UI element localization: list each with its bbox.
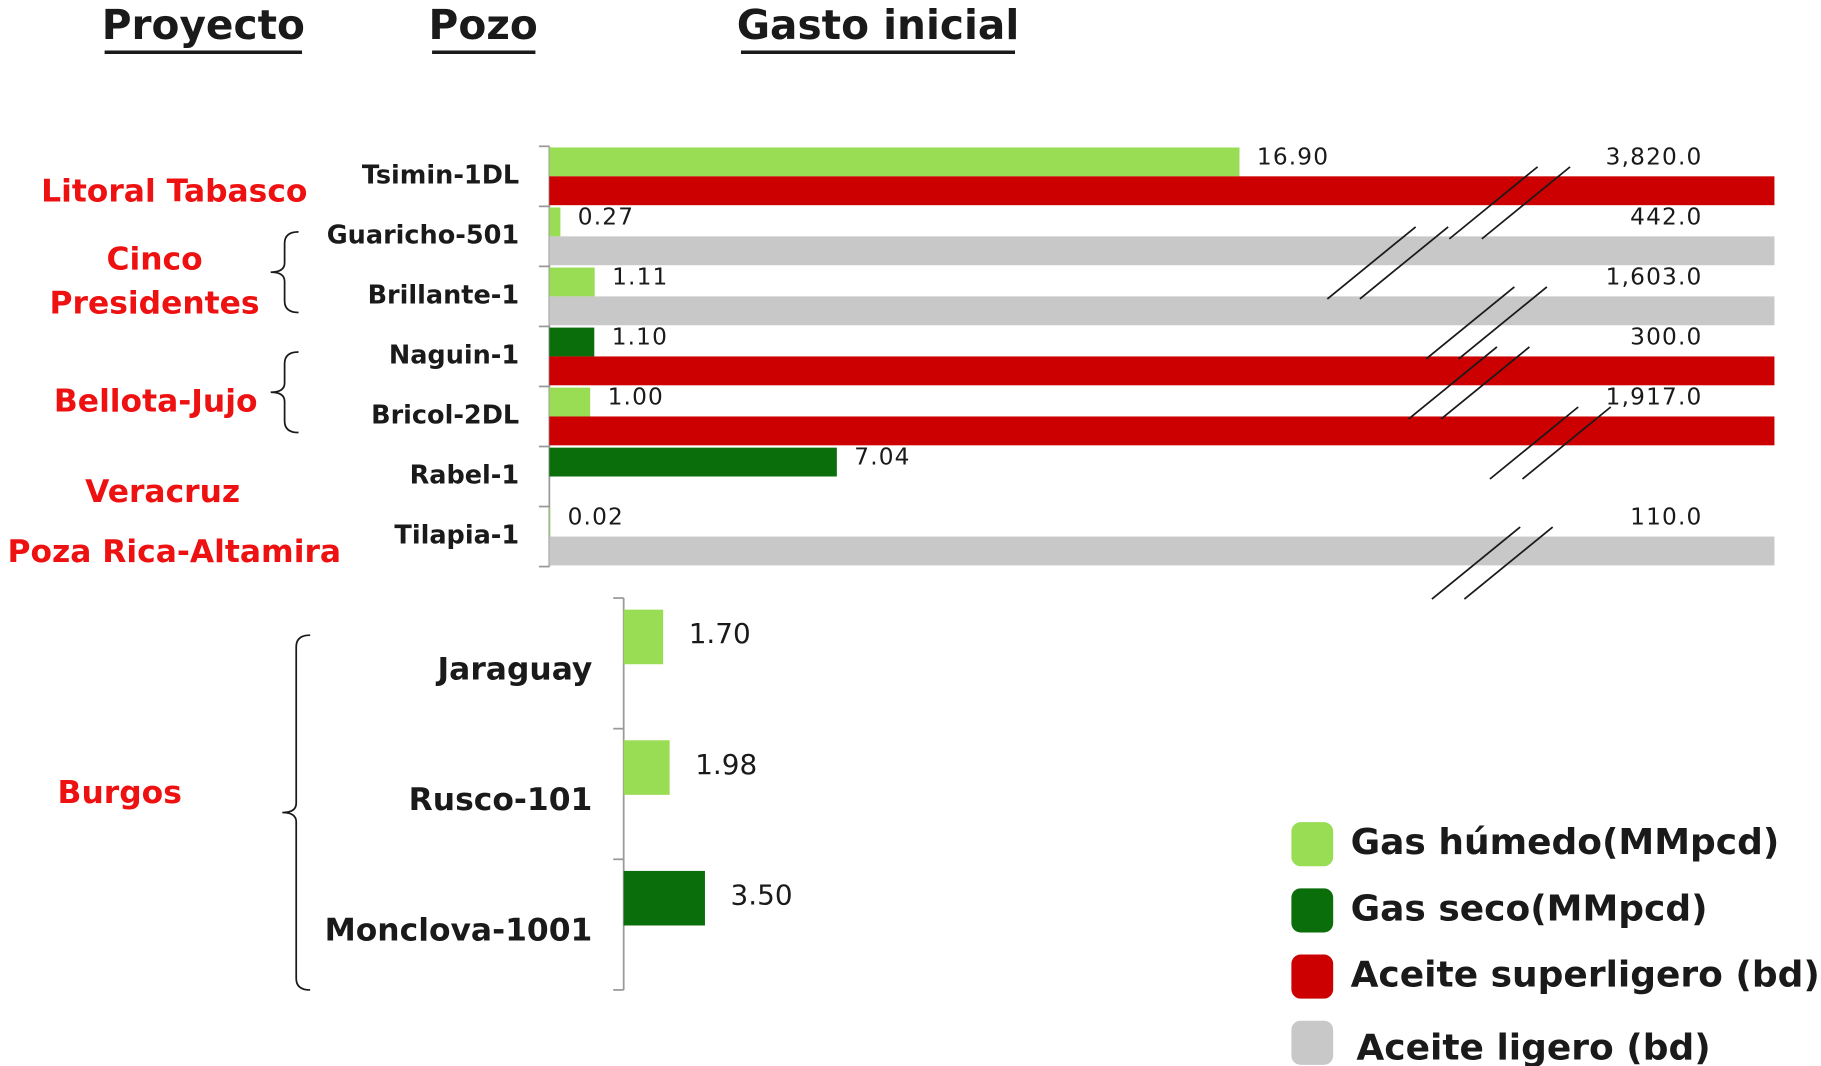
group-label: Burgos <box>58 775 182 811</box>
axis-break <box>1521 406 1612 480</box>
category-label: Monclova-1001 <box>325 913 593 949</box>
category-label: Bricol-2DL <box>371 400 519 430</box>
header: Gasto inicial <box>737 1 1020 49</box>
value-label: 1.98 <box>695 748 757 781</box>
group-label: Presidentes <box>50 286 260 322</box>
value-label: 16.90 <box>1257 143 1329 170</box>
bar <box>623 609 664 665</box>
axis-break <box>1440 346 1530 420</box>
value-label: 300.0 <box>1630 324 1702 351</box>
bar <box>549 176 1775 206</box>
group-label: Poza Rica-Altamira <box>7 534 341 570</box>
axis-break <box>1489 406 1579 480</box>
bar <box>549 507 551 537</box>
header: Proyecto <box>102 1 305 49</box>
axis-break <box>1326 226 1417 300</box>
legend-swatch <box>1291 822 1334 867</box>
bracket <box>270 231 299 314</box>
group-label: Bellota-Jujo <box>54 384 258 420</box>
value-label: 1.10 <box>612 324 668 351</box>
bracket <box>282 634 311 991</box>
bar <box>549 447 837 477</box>
bar <box>549 236 1775 266</box>
bar <box>549 356 1775 386</box>
category-label: Rusco-101 <box>409 782 593 818</box>
value-label: 1,917.0 <box>1606 384 1703 411</box>
bar <box>549 416 1775 446</box>
value-label: 0.27 <box>578 203 634 230</box>
category-label: Jaraguay <box>436 651 593 687</box>
bar <box>549 327 595 357</box>
bar <box>549 267 595 297</box>
axis-break <box>1359 226 1449 300</box>
header: Pozo <box>429 1 538 49</box>
bar <box>549 147 1240 177</box>
legend-swatch <box>1291 888 1334 933</box>
legend-label: Aceite superligero (bd) <box>1351 955 1820 996</box>
value-label: 1.70 <box>689 617 751 650</box>
axis-break <box>1463 526 1554 600</box>
group-label: Veracruz <box>85 474 240 510</box>
group-label: Litoral Tabasco <box>41 174 307 210</box>
axis-break <box>1448 166 1539 240</box>
value-label: 1.11 <box>612 263 668 290</box>
axis-break <box>1481 166 1571 240</box>
bar <box>549 387 591 417</box>
value-label: 1,603.0 <box>1606 263 1703 290</box>
legend-swatch <box>1291 1020 1334 1065</box>
axis-break <box>1458 286 1548 360</box>
value-label: 3,820.0 <box>1606 143 1703 170</box>
legend-label: Aceite ligero (bd) <box>1356 1028 1710 1066</box>
category-label: Tilapia-1 <box>394 521 519 551</box>
bar <box>623 870 705 926</box>
bar <box>549 207 561 237</box>
legend-swatch <box>1291 954 1334 999</box>
category-label: Tsimin-1DL <box>362 160 519 190</box>
value-label: 3.50 <box>731 878 793 911</box>
value-label: 1.00 <box>608 384 664 411</box>
axis-break <box>1408 346 1498 420</box>
axis-break <box>1425 286 1515 360</box>
value-label: 7.04 <box>854 444 910 471</box>
group-label: Cinco <box>106 242 202 278</box>
bar <box>549 296 1775 326</box>
bracket <box>270 351 299 434</box>
legend-label: Gas húmedo(MMpcd) <box>1351 822 1780 863</box>
category-label: Naguin-1 <box>389 340 519 370</box>
value-label: 110.0 <box>1630 504 1702 531</box>
category-label: Brillante-1 <box>368 280 520 310</box>
value-label: 442.0 <box>1630 203 1702 230</box>
category-label: Guaricho-501 <box>327 220 519 250</box>
legend-label: Gas seco(MMpcd) <box>1351 888 1708 929</box>
axis-break <box>1431 526 1521 600</box>
category-label: Rabel-1 <box>410 461 520 491</box>
bar <box>549 536 1775 566</box>
value-label: 0.02 <box>568 504 624 531</box>
bar <box>623 740 670 795</box>
